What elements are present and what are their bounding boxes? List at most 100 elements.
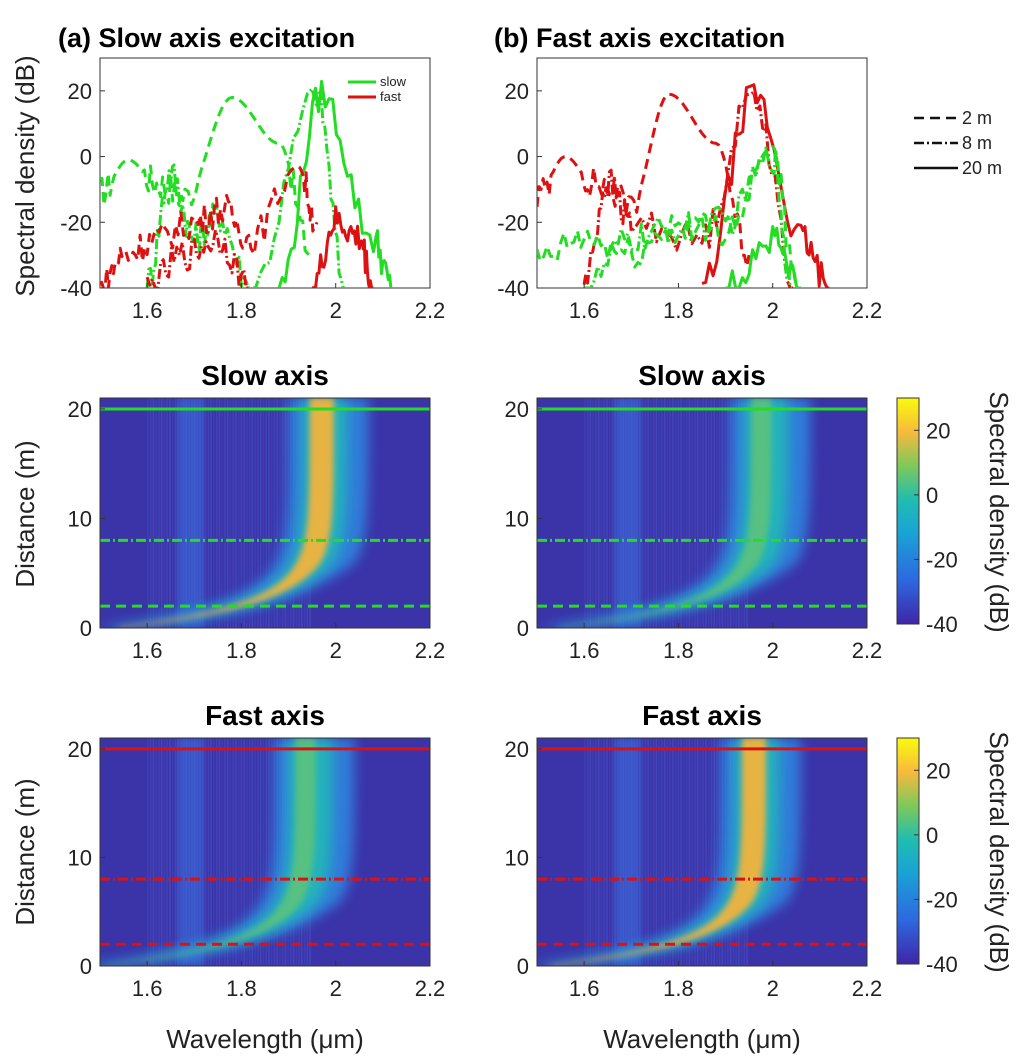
heatmap-stripe [702, 738, 704, 966]
heatmap-stripe [694, 398, 696, 628]
colorbar-bottom-gradient [896, 737, 920, 965]
heatmap-stripe [606, 398, 608, 628]
xtick-label-b-top: 1.8 [663, 298, 694, 323]
panel-title-a-fast: Fast axis [205, 700, 325, 731]
plot-b-top: 1.6 1.8 2 2.2 -40 -20 0 20 [497, 57, 882, 323]
heatmap-stripe [710, 738, 713, 966]
heatmap-stripe [691, 398, 693, 628]
heatmap-stripe [707, 398, 710, 628]
heatmap-a-fast: 1.6 1.8 2 2.2 0 10 20 [68, 737, 446, 1001]
heatmap-stripe [171, 398, 174, 628]
heatmap-stripe [262, 398, 265, 628]
colorbar-mid-label: Spectral density (dB) [984, 391, 1014, 632]
ytick-label-a-fast: 10 [68, 845, 92, 870]
heatmap-stripe [213, 738, 215, 966]
heatmap-stripe [694, 738, 696, 966]
ytick-label-a-slow: 0 [80, 616, 92, 641]
series-slow-2m [100, 95, 313, 257]
heatmap-stripe [163, 398, 166, 628]
heatmap-stripe [259, 738, 262, 966]
heatmap-stripe [166, 738, 168, 966]
heatmap-stripe [169, 738, 171, 966]
heatmap-stripe [702, 398, 704, 628]
length-legend: 2 m 8 m 20 m [914, 108, 1002, 178]
heatmap-stripe [666, 398, 669, 628]
heatmap-stripe [226, 738, 229, 966]
heatmap-stripe [592, 398, 594, 628]
heatmap-stripe [672, 738, 674, 966]
heatmap-stripe [647, 398, 649, 628]
ytick-label-a-top: 0 [80, 145, 92, 170]
heatmap-stripe [677, 398, 680, 628]
series-slow-2m [537, 145, 798, 288]
heatmap-stripe [174, 738, 177, 966]
colorbar-tick-label: -20 [926, 547, 958, 572]
heatmap-stripe [611, 398, 614, 628]
xtick-label-a-slow: 1.6 [132, 638, 163, 663]
heatmap-stripe [152, 398, 155, 628]
title-b: (b) Fast axis excitation [494, 23, 785, 53]
xtick-label-b-fast: 1.8 [663, 976, 694, 1001]
ytick-label-b-slow: 10 [505, 506, 529, 531]
ytick-label-a-fast: 20 [68, 737, 92, 762]
heatmap-stripe [655, 398, 658, 628]
xtick-label-b-top: 1.6 [569, 298, 600, 323]
heatmap-stripe [243, 398, 245, 628]
xtick-label-a-slow: 2 [330, 638, 342, 663]
ytick-label-b-fast: 0 [517, 954, 529, 979]
panel-title-b-slow: Slow axis [638, 360, 766, 391]
heatmap-band [614, 738, 641, 966]
heatmap-stripe [658, 398, 660, 628]
heatmap-stripe [586, 398, 589, 628]
heatmap-stripe [650, 398, 652, 628]
heatmap-stripe [270, 738, 273, 966]
heatmap-stripe [669, 738, 671, 966]
heatmap-stripe [710, 398, 713, 628]
ytick-label-b-slow: 0 [517, 616, 529, 641]
heatmap-stripe [218, 398, 221, 628]
heatmap-stripe [650, 738, 652, 966]
heatmap-stripe [251, 398, 254, 628]
ylabel-distance-mid: Distance (m) [10, 440, 40, 587]
heatmap-stripe [254, 738, 256, 966]
heatmap-stripe [215, 738, 218, 966]
heatmap-stripe [669, 398, 671, 628]
heatmap-stripe [149, 398, 152, 628]
heatmap-ridge-mid [546, 398, 789, 628]
colorbar-bottom: -40 -20 0 20 Spectral density (dB) [896, 731, 1014, 977]
heatmap-stripe [696, 398, 699, 628]
legend-20m-label: 20 m [962, 158, 1002, 178]
legend-2m-label: 2 m [962, 108, 992, 128]
heatmap-stripe [169, 398, 171, 628]
ytick-label-a-top: 20 [68, 79, 92, 104]
heatmap-stripe [691, 738, 693, 966]
heatmap-stripe [589, 398, 592, 628]
heatmap-stripe [680, 738, 682, 966]
heatmap-stripe [683, 738, 685, 966]
heatmap-ridge-mid [537, 738, 779, 966]
colorbar-tick-label: -20 [926, 887, 958, 912]
xlabel-a: Wavelength (μm) [166, 1024, 364, 1054]
series-slow-20m [725, 225, 801, 288]
heatmap-stripe [270, 398, 273, 628]
heatmap-ridge-core [544, 738, 767, 966]
heatmap-stripe [705, 738, 707, 966]
legend-fast-label: fast [380, 89, 401, 104]
xtick-label-b-fast: 2 [767, 976, 779, 1001]
ytick-label-a-fast: 0 [80, 954, 92, 979]
heatmap-stripe [606, 738, 608, 966]
heatmap-stripe [215, 398, 218, 628]
heatmap-stripe [226, 398, 229, 628]
heatmap-stripe [232, 398, 234, 628]
heatmap-stripe [155, 398, 157, 628]
heatmap-stripe [603, 398, 605, 628]
ytick-label-a-top: -20 [60, 210, 92, 235]
heatmap-stripe [696, 738, 699, 966]
heatmap-stripe [284, 398, 287, 628]
heatmap-stripe [597, 738, 600, 966]
ytick-label-b-slow: 20 [505, 397, 529, 422]
heatmap-stripe [663, 398, 666, 628]
heatmap-stripe [224, 398, 226, 628]
heatmap-stripe [254, 398, 256, 628]
xtick-label-b-fast: 1.6 [569, 976, 600, 1001]
